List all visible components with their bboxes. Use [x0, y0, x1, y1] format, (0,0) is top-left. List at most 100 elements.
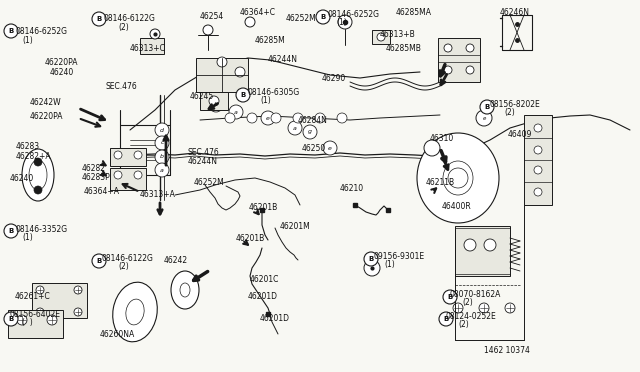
Text: c: c: [160, 141, 164, 145]
Text: 46254: 46254: [200, 12, 224, 21]
Bar: [8, 310, 63, 338]
Circle shape: [338, 15, 352, 29]
Text: 46284N: 46284N: [298, 116, 328, 125]
Circle shape: [453, 303, 463, 313]
Circle shape: [114, 151, 122, 159]
Text: 46313+C: 46313+C: [130, 44, 166, 53]
Text: a: a: [293, 125, 297, 131]
Text: (2): (2): [118, 262, 129, 271]
Ellipse shape: [113, 282, 157, 342]
Circle shape: [444, 66, 452, 74]
Circle shape: [364, 252, 378, 266]
Text: e: e: [266, 115, 270, 121]
Circle shape: [209, 96, 219, 106]
Circle shape: [134, 171, 142, 179]
Circle shape: [229, 105, 243, 119]
Text: 08146-6122G: 08146-6122G: [103, 14, 155, 23]
Circle shape: [134, 151, 142, 159]
Text: (1): (1): [336, 18, 347, 27]
Text: 08146-3352G: 08146-3352G: [16, 225, 68, 234]
Text: 46201B: 46201B: [249, 203, 278, 212]
Text: 46244N: 46244N: [188, 157, 218, 166]
Text: 46282: 46282: [82, 164, 106, 173]
Text: SEC.476: SEC.476: [188, 148, 220, 157]
Circle shape: [534, 146, 542, 154]
Text: B: B: [97, 258, 102, 264]
Text: 46201D: 46201D: [260, 314, 290, 323]
Text: 46211B: 46211B: [426, 178, 455, 187]
Circle shape: [236, 88, 250, 102]
Text: 46310: 46310: [430, 134, 454, 143]
Text: (2): (2): [118, 23, 129, 32]
Circle shape: [74, 286, 82, 294]
Text: 46409: 46409: [508, 130, 532, 139]
Text: 08146-6252G: 08146-6252G: [16, 27, 68, 36]
Text: (1): (1): [260, 96, 271, 105]
Circle shape: [534, 188, 542, 196]
Text: (  ): ( ): [22, 318, 33, 327]
Circle shape: [4, 224, 18, 238]
Text: 08156-6402E: 08156-6402E: [10, 310, 61, 319]
Text: 46246N: 46246N: [500, 8, 530, 17]
Circle shape: [245, 17, 255, 27]
Text: (2): (2): [458, 320, 468, 329]
Circle shape: [155, 163, 169, 177]
Text: 46364+A: 46364+A: [84, 187, 120, 196]
Circle shape: [225, 113, 235, 123]
Circle shape: [484, 239, 496, 251]
Text: 09156-9301E: 09156-9301E: [374, 252, 425, 261]
Text: 46283: 46283: [16, 142, 40, 151]
Text: 46285MB: 46285MB: [386, 44, 422, 53]
Bar: [438, 38, 480, 82]
Text: 46285MA: 46285MA: [396, 8, 432, 17]
Circle shape: [293, 113, 303, 123]
Text: 46260NA: 46260NA: [100, 330, 135, 339]
Circle shape: [323, 141, 337, 155]
Circle shape: [480, 100, 494, 114]
Text: B: B: [8, 228, 13, 234]
Text: 46210: 46210: [340, 184, 364, 193]
Text: 46282+A: 46282+A: [16, 152, 52, 161]
Text: 46290: 46290: [322, 74, 346, 83]
Bar: [32, 283, 87, 318]
Circle shape: [444, 44, 452, 52]
Circle shape: [439, 312, 453, 326]
Circle shape: [443, 290, 457, 304]
Text: 46400R: 46400R: [442, 202, 472, 211]
Bar: [140, 38, 164, 54]
Circle shape: [464, 239, 476, 251]
Circle shape: [209, 98, 223, 112]
Circle shape: [34, 186, 42, 194]
Circle shape: [479, 303, 489, 313]
Text: 46242: 46242: [164, 256, 188, 265]
Circle shape: [534, 124, 542, 132]
Text: B: B: [8, 28, 13, 34]
Text: 08156-8202E: 08156-8202E: [490, 100, 541, 109]
Circle shape: [36, 308, 44, 316]
Text: (1): (1): [384, 260, 395, 269]
Circle shape: [114, 171, 122, 179]
Text: 46201D: 46201D: [248, 292, 278, 301]
Text: 46252M: 46252M: [286, 14, 317, 23]
Text: 08146-6252G: 08146-6252G: [328, 10, 380, 19]
Circle shape: [47, 315, 57, 325]
Circle shape: [337, 113, 347, 123]
Circle shape: [4, 24, 18, 38]
Circle shape: [271, 113, 281, 123]
Circle shape: [303, 125, 317, 139]
Text: a: a: [160, 167, 164, 173]
Text: B: B: [241, 92, 246, 98]
Circle shape: [34, 158, 42, 166]
Circle shape: [261, 111, 275, 125]
Text: 46201M: 46201M: [280, 222, 311, 231]
Bar: [455, 226, 510, 276]
Ellipse shape: [417, 133, 499, 223]
Text: 46285M: 46285M: [255, 36, 285, 45]
Text: 46283P: 46283P: [82, 173, 111, 182]
Text: B: B: [447, 294, 452, 300]
Circle shape: [424, 140, 440, 156]
Circle shape: [92, 12, 106, 26]
Circle shape: [150, 29, 160, 39]
Circle shape: [288, 121, 302, 135]
Text: 08146-6305G: 08146-6305G: [248, 88, 300, 97]
